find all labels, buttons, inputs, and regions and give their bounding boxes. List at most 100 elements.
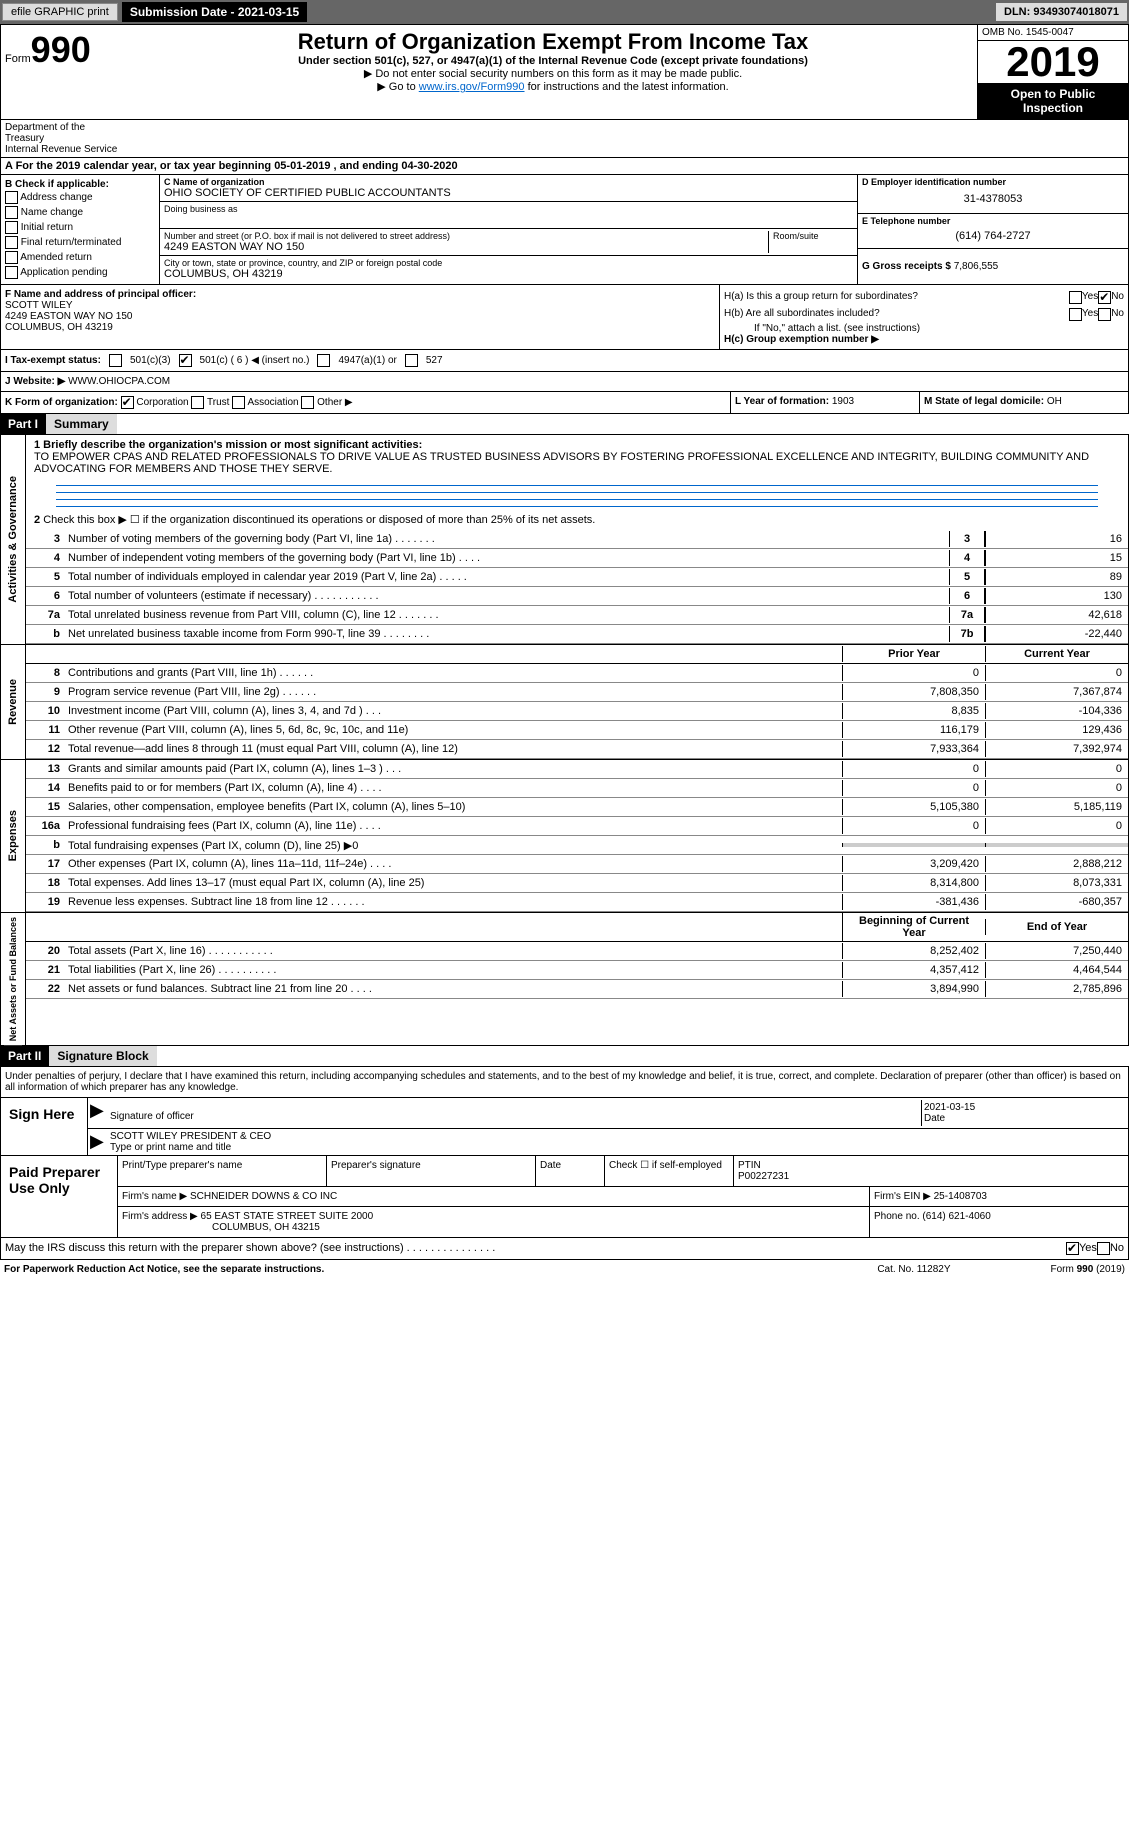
e-val: (614) 764-2727 [862,226,1124,246]
i-label: I Tax-exempt status: [5,355,101,366]
ptin-val: P00227231 [738,1171,789,1182]
phone-box: E Telephone number (614) 764-2727 [858,214,1128,249]
dept-row: Department of the TreasuryInternal Reven… [0,120,1129,158]
check-name[interactable]: Name change [5,205,155,220]
phone-val: (614) 621-4060 [922,1211,990,1222]
summary-line: 20Total assets (Part X, line 16) . . . .… [26,942,1128,961]
summary-line: bNet unrelated business taxable income f… [26,625,1128,644]
d-label: D Employer identification number [862,177,1124,187]
check-final[interactable]: Final return/terminated [5,235,155,250]
cat-no: Cat. No. 11282Y [877,1264,950,1275]
phone-label: Phone no. [874,1211,922,1222]
firm-addr1: 65 EAST STATE STREET SUITE 2000 [201,1211,374,1222]
col-f: F Name and address of principal officer:… [1,285,720,349]
preparer-name-label: Print/Type preparer's name [118,1156,327,1186]
hb-yes-check[interactable] [1069,308,1082,321]
hb-note: If "No," attach a list. (see instruction… [724,323,1124,334]
revenue-label: Revenue [3,675,23,729]
check-amended[interactable]: Amended return [5,250,155,265]
part1-title: Summary [46,414,117,434]
check-address[interactable]: Address change [5,190,155,205]
header-center: Return of Organization Exempt From Incom… [129,25,977,119]
sig-arrow-icon: ▶ [90,1100,110,1126]
check-corp[interactable] [121,396,134,409]
preparer-sig-label: Preparer's signature [327,1156,536,1186]
f-addr1: 4249 EASTON WAY NO 150 [5,311,715,322]
line2: 2 Check this box ▶ ☐ if the organization… [26,509,1128,530]
city-label: City or town, state or province, country… [164,258,853,268]
website-val: WWW.OHIOCPA.COM [68,376,170,387]
irs-link[interactable]: www.irs.gov/Form990 [419,81,525,93]
status-row: I Tax-exempt status: 501(c)(3) 501(c) ( … [0,350,1129,372]
ha-no-check[interactable] [1098,291,1111,304]
addr-box: Number and street (or P.O. box if mail i… [160,229,857,256]
prior-year-header: Prior Year [842,646,985,662]
check-501c3[interactable] [109,354,122,367]
check-other[interactable] [301,396,314,409]
summary-line: 11Other revenue (Part VIII, column (A), … [26,721,1128,740]
firm-name-label: Firm's name ▶ [122,1191,187,1202]
addr-label: Number and street (or P.O. box if mail i… [164,231,768,241]
gross-box: G Gross receipts $ 7,806,555 [858,249,1128,274]
line1: 1 Briefly describe the organization's mi… [26,435,1128,479]
g-label: G Gross receipts $ [862,261,954,272]
firm-name-val: SCHNEIDER DOWNS & CO INC [190,1191,337,1202]
check-4947[interactable] [317,354,330,367]
ha-yes-check[interactable] [1069,291,1082,304]
f-name: SCOTT WILEY [5,300,715,311]
dba-label: Doing business as [164,204,853,214]
col-c: C Name of organization OHIO SOCIETY OF C… [160,175,857,284]
d-val: 31-4378053 [862,187,1124,211]
room-label: Room/suite [773,231,853,241]
e-label: E Telephone number [862,216,1124,226]
section-f-row: F Name and address of principal officer:… [0,285,1129,350]
website-row: J Website: ▶ WWW.OHIOCPA.COM [0,372,1129,392]
firm-ein-label: Firm's EIN ▶ [874,1191,931,1202]
summary-line: 13Grants and similar amounts paid (Part … [26,760,1128,779]
discuss-no-check[interactable] [1097,1242,1110,1255]
efile-print-btn[interactable]: efile GRAPHIC print [2,3,118,21]
c-name-val: OHIO SOCIETY OF CERTIFIED PUBLIC ACCOUNT… [164,187,853,199]
check-assoc[interactable] [232,396,245,409]
check-527[interactable] [405,354,418,367]
check-pending[interactable]: Application pending [5,265,155,280]
revenue-section: Revenue Prior Year Current Year 8Contrib… [0,645,1129,760]
sign-here-row: Sign Here ▶ Signature of officer 2021-03… [1,1097,1128,1155]
col-b-checks: B Check if applicable: Address change Na… [1,175,160,284]
form-note2: ▶ Go to www.irs.gov/Form990 for instruct… [133,80,973,93]
expenses-label-cell: Expenses [1,760,26,912]
summary-line: 22Net assets or fund balances. Subtract … [26,980,1128,999]
sig-date-val: 2021-03-15 [924,1102,975,1113]
self-employed-check[interactable]: Check ☐ if self-employed [605,1156,734,1186]
k-left: K Form of organization: Corporation Trus… [1,392,730,413]
check-initial[interactable]: Initial return [5,220,155,235]
topbar: efile GRAPHIC print Submission Date - 20… [0,0,1129,24]
addr-val: 4249 EASTON WAY NO 150 [164,241,768,253]
governance-label: Activities & Governance [3,472,23,607]
signature-section: Under penalties of perjury, I declare th… [0,1067,1129,1156]
check-501c[interactable] [179,354,192,367]
firm-ein-val: 25-1408703 [934,1191,987,1202]
part2-title: Signature Block [49,1046,156,1066]
officer-name: SCOTT WILEY PRESIDENT & CEO [110,1131,271,1142]
col-d: D Employer identification number 31-4378… [857,175,1128,284]
ptin-label: PTIN [738,1160,761,1171]
hb-label: H(b) Are all subordinates included? [724,308,1069,321]
hb-no-check[interactable] [1098,308,1111,321]
declaration-text: Under penalties of perjury, I declare th… [1,1067,1128,1097]
g-val: 7,806,555 [954,261,999,272]
form-number-cell: Form990 [1,25,129,119]
current-year-header: Current Year [985,646,1128,662]
summary-line: 16aProfessional fundraising fees (Part I… [26,817,1128,836]
summary-line: bTotal fundraising expenses (Part IX, co… [26,836,1128,855]
expenses-section: Expenses 13Grants and similar amounts pa… [0,760,1129,913]
city-box: City or town, state or province, country… [160,256,857,282]
summary-line: 8Contributions and grants (Part VIII, li… [26,664,1128,683]
ein-box: D Employer identification number 31-4378… [858,175,1128,214]
check-trust[interactable] [191,396,204,409]
prep-date-label: Date [536,1156,605,1186]
dba-box: Doing business as [160,202,857,229]
c-name-label: C Name of organization [164,177,853,187]
discuss-yes-check[interactable] [1066,1242,1079,1255]
k-row: K Form of organization: Corporation Trus… [0,392,1129,414]
